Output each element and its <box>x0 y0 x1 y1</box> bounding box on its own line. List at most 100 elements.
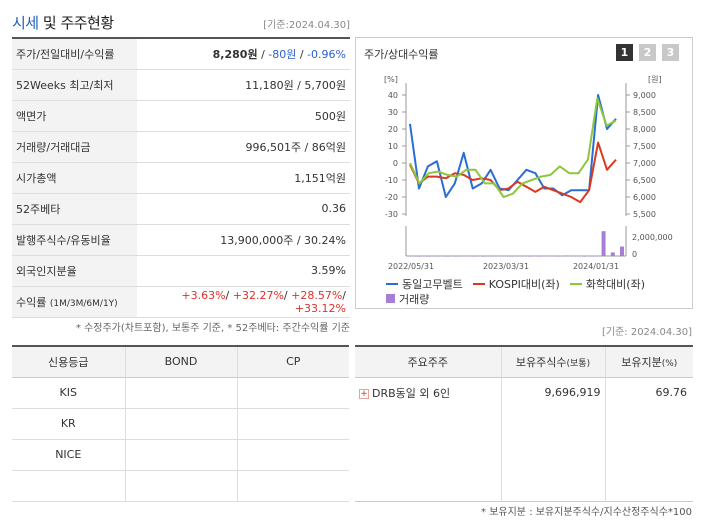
legend-item: KOSPI대비(좌) <box>472 276 560 292</box>
price-table: 주가/전일대비/수익률 8,280원 / -80원 / -0.96% 52Wee… <box>12 37 350 318</box>
table-row: 52주베타 0.36 <box>12 193 350 225</box>
right-tick-label: 9,000 <box>633 91 656 100</box>
section-header: 시세 및 주주현황 [기준:2024.04.30] <box>12 8 350 34</box>
row-value: 996,501주 / 86억원 <box>137 131 350 163</box>
row-value: 0.36 <box>137 193 350 225</box>
row-value: 500원 <box>137 100 350 132</box>
right-tick-label: 5,500 <box>633 210 656 219</box>
table-row: 거래량/거래대금 996,501주 / 86억원 <box>12 131 350 163</box>
agency-cell <box>12 470 125 502</box>
volume-bar <box>472 255 477 257</box>
footnote: * 보유지분 : 보유지분주식수/지수산정주식수*100 <box>481 507 692 518</box>
volume-bar <box>426 255 431 257</box>
left-tick-label: 40 <box>388 91 398 100</box>
pct-cell: 69.76 <box>604 377 693 408</box>
volume-bar <box>555 255 560 257</box>
left-tick-label: -10 <box>385 176 398 185</box>
tab-2[interactable]: 2 <box>639 44 656 61</box>
agency-cell: KIS <box>12 377 125 409</box>
current-price: 8,280원 <box>212 47 258 61</box>
volume-bar <box>454 255 459 257</box>
reference-date: [기준: 2024.04.30] <box>601 327 692 338</box>
table-row: 수익률 (1M/3M/6M/1Y) +3.63%/ +32.27%/ +28.5… <box>12 286 350 318</box>
x-tick-label: 2022/05/31 <box>388 262 434 271</box>
cp-cell <box>236 408 349 440</box>
right-tick-label: 8,000 <box>633 125 656 134</box>
row-label: 발행주식수/유동비율 <box>12 224 137 256</box>
right-tick-label: 8,500 <box>633 108 656 117</box>
column-header: 신용등급 <box>12 346 125 378</box>
cp-cell <box>236 377 349 409</box>
stock-chart: [%] [원] 40 30 20 10 0 -10 -20 -30 9,000 8,500 8,000 7… <box>384 75 673 271</box>
table-row: KIS <box>12 377 349 409</box>
volume-bar <box>518 255 523 257</box>
chart-title: 주가/상대수익률 <box>364 48 439 61</box>
row-label: 액면가 <box>12 100 137 132</box>
x-tick-label: 2024/01/31 <box>573 262 619 271</box>
agency-cell: NICE <box>12 439 125 471</box>
row-value: 13,900,000주 / 30.24% <box>137 224 350 256</box>
credit-rating-table: 신용등급 BOND CP KIS KR NICE <box>12 345 349 502</box>
bond-cell <box>124 408 237 440</box>
table-row: NICE <box>12 439 349 471</box>
row-label: 52주베타 <box>12 193 137 225</box>
table-row: 액면가 500원 <box>12 100 350 132</box>
bond-cell <box>124 377 237 409</box>
left-tick-label: -20 <box>385 193 398 202</box>
right-tick-label: 7,000 <box>633 159 656 168</box>
left-unit-label: [%] <box>384 75 398 84</box>
left-tick-label: 0 <box>393 159 398 168</box>
legend-item: 화학대비(좌) <box>569 276 645 292</box>
column-header: BOND <box>124 346 237 378</box>
table-row <box>355 470 693 501</box>
right-tick-label: 6,500 <box>633 176 656 185</box>
volume-bar <box>592 255 597 257</box>
volume-bar <box>500 255 505 257</box>
volume-bar <box>610 252 615 256</box>
right-tick-label: 6,000 <box>633 193 656 202</box>
row-label: 거래량/거래대금 <box>12 131 137 163</box>
expand-plus-icon[interactable]: + <box>359 388 369 399</box>
table-header: 주요주주 보유주식수(보통) 보유지분(%) <box>355 346 693 378</box>
x-tick-label: 2023/03/31 <box>483 262 529 271</box>
row-value: 1,151억원 <box>137 162 350 194</box>
table-row <box>12 470 349 502</box>
chart-legend: 동일고무벨트 KOSPI대비(좌) 화학대비(좌) 거래량 <box>386 276 686 306</box>
holder-name-cell[interactable]: + DRB동일 외 6인 <box>359 386 451 400</box>
bond-cell <box>124 439 237 471</box>
row-label: 외국인지분율 <box>12 255 137 287</box>
legend-item: 동일고무벨트 <box>386 276 463 292</box>
volume-bar <box>408 255 412 257</box>
left-tick-label: 10 <box>388 142 398 151</box>
bond-cell <box>124 470 237 502</box>
volume-bar <box>583 255 588 257</box>
left-tick-label: 20 <box>388 125 398 134</box>
tab-3[interactable]: 3 <box>662 44 679 61</box>
volume-bar <box>601 231 606 256</box>
volume-bar <box>527 255 532 257</box>
volume-tick-label: 2,000,000 <box>632 233 673 242</box>
price-change: -80원 <box>268 47 297 61</box>
volume-bar <box>481 255 486 257</box>
shareholders-table: 주요주주 보유주식수(보통) 보유지분(%) + DRB동일 외 6인 9,696… <box>355 345 693 502</box>
price-value: 8,280원 / -80원 / -0.96% <box>137 38 350 70</box>
reference-date: [기준:2024.04.30] <box>263 20 350 31</box>
volume-bar <box>546 255 551 257</box>
row-label: 주가/전일대비/수익률 <box>12 38 137 70</box>
shares-cell: 9,696,919 <box>500 377 605 408</box>
tab-1[interactable]: 1 <box>616 44 633 61</box>
row-label: 52Weeks 최고/최저 <box>12 69 137 101</box>
column-header: CP <box>236 346 349 378</box>
cp-cell <box>236 439 349 471</box>
legend-item: 거래량 <box>386 291 429 307</box>
column-header: 보유지분(%) <box>604 346 693 378</box>
table-row <box>355 408 693 439</box>
table-row: KR <box>12 408 349 440</box>
table-header: 신용등급 BOND CP <box>12 346 349 378</box>
row-label: 수익률 (1M/3M/6M/1Y) <box>12 286 137 318</box>
left-tick-label: 30 <box>388 108 398 117</box>
section-title: 시세 및 주주현황 <box>12 14 114 32</box>
volume-bar <box>435 255 440 257</box>
volume-bar <box>537 255 542 257</box>
chart-tabs: 1 2 3 <box>616 44 679 61</box>
